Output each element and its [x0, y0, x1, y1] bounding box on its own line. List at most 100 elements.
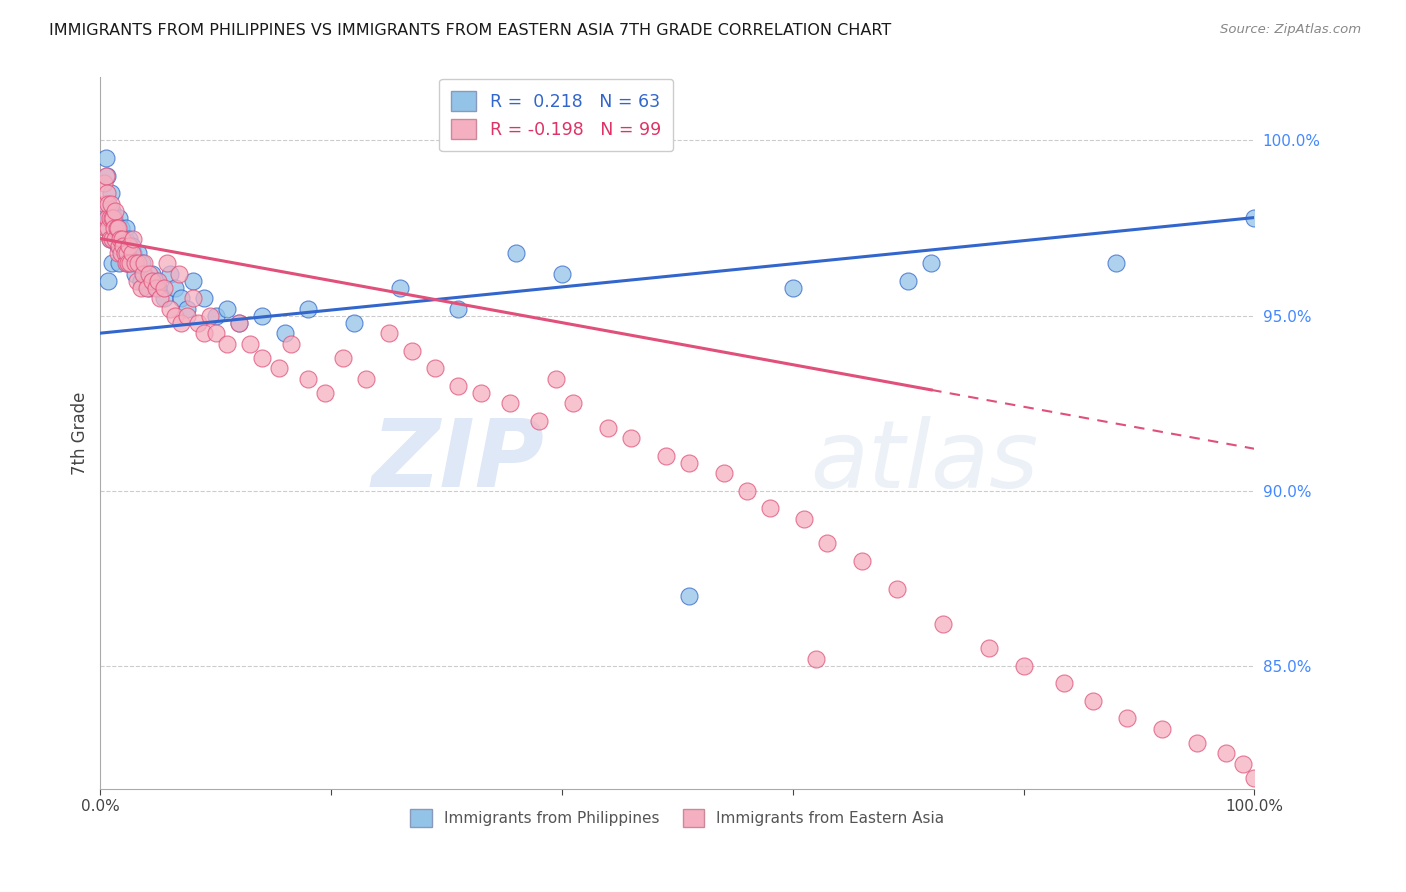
Point — [1243, 771, 1265, 785]
Point — [115, 256, 138, 270]
Point — [354, 372, 377, 386]
Point — [1116, 711, 1139, 725]
Point — [127, 256, 149, 270]
Point — [96, 211, 118, 225]
Point — [121, 238, 143, 252]
Point — [655, 449, 678, 463]
Point — [239, 336, 262, 351]
Y-axis label: 7th Grade: 7th Grade — [72, 392, 89, 475]
Point — [920, 256, 942, 270]
Point — [125, 256, 148, 270]
Point — [228, 316, 250, 330]
Point — [562, 396, 585, 410]
Point — [101, 231, 124, 245]
Point — [159, 267, 181, 281]
Point — [114, 256, 136, 270]
Point — [713, 467, 735, 481]
Point — [1053, 676, 1076, 690]
Point — [470, 385, 492, 400]
Point — [758, 501, 780, 516]
Point — [932, 616, 955, 631]
Point — [343, 316, 366, 330]
Point — [1243, 211, 1265, 225]
Point — [117, 245, 139, 260]
Point — [620, 431, 643, 445]
Point — [977, 641, 1000, 656]
Point — [94, 196, 117, 211]
Point — [110, 245, 132, 260]
Point — [156, 256, 179, 270]
Point — [851, 554, 873, 568]
Point — [176, 301, 198, 316]
Point — [165, 309, 187, 323]
Point — [120, 256, 142, 270]
Point — [389, 280, 412, 294]
Point — [146, 274, 169, 288]
Point — [118, 231, 141, 245]
Point — [228, 316, 250, 330]
Point — [551, 267, 574, 281]
Point — [108, 211, 131, 225]
Point — [108, 238, 131, 252]
Point — [127, 274, 149, 288]
Point — [98, 211, 121, 225]
Point — [108, 231, 131, 245]
Point — [108, 256, 131, 270]
Point — [129, 274, 152, 288]
Point — [118, 238, 141, 252]
Point — [250, 351, 273, 365]
Point — [121, 231, 143, 245]
Point — [96, 186, 118, 200]
Point — [598, 421, 620, 435]
Point — [1081, 694, 1104, 708]
Point — [546, 372, 568, 386]
Point — [93, 176, 115, 190]
Point — [198, 309, 221, 323]
Point — [97, 274, 120, 288]
Point — [167, 267, 190, 281]
Point — [129, 280, 152, 294]
Point — [114, 231, 136, 245]
Point — [897, 274, 920, 288]
Point — [1215, 747, 1237, 761]
Point — [499, 396, 522, 410]
Point — [131, 256, 153, 270]
Point — [181, 291, 204, 305]
Point — [97, 221, 120, 235]
Point — [94, 221, 117, 235]
Text: atlas: atlas — [810, 416, 1038, 507]
Point — [120, 256, 142, 270]
Point — [145, 280, 167, 294]
Point — [187, 316, 209, 330]
Point — [181, 274, 204, 288]
Point — [112, 238, 135, 252]
Point — [250, 309, 273, 323]
Point — [114, 221, 136, 235]
Point — [153, 291, 176, 305]
Point — [1012, 659, 1035, 673]
Point — [332, 351, 354, 365]
Point — [107, 221, 129, 235]
Point — [159, 301, 181, 316]
Point — [141, 267, 163, 281]
Point — [145, 274, 167, 288]
Point — [804, 652, 827, 666]
Point — [735, 483, 758, 498]
Point — [101, 256, 124, 270]
Point — [134, 256, 156, 270]
Point — [108, 231, 131, 245]
Point — [1232, 757, 1254, 772]
Point — [114, 245, 136, 260]
Point — [423, 361, 446, 376]
Point — [815, 536, 838, 550]
Point — [100, 196, 122, 211]
Point — [111, 245, 134, 260]
Point — [401, 343, 423, 358]
Point — [297, 372, 319, 386]
Point — [378, 326, 401, 340]
Point — [678, 456, 700, 470]
Point — [280, 336, 302, 351]
Point — [135, 280, 157, 294]
Legend: Immigrants from Philippines, Immigrants from Eastern Asia: Immigrants from Philippines, Immigrants … — [404, 801, 952, 834]
Point — [269, 361, 291, 376]
